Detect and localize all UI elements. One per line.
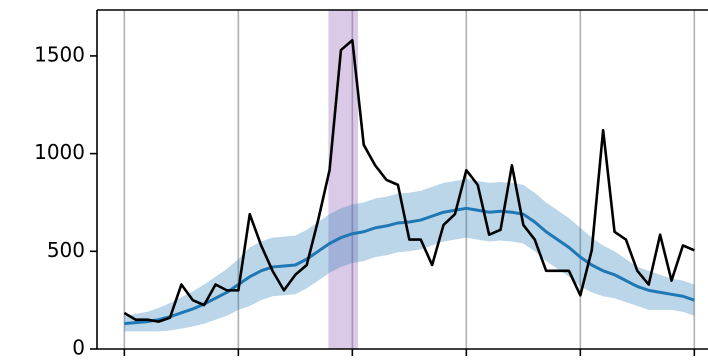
confidence-band — [124, 179, 695, 332]
y-tick-label: 0 — [72, 336, 85, 360]
line-series — [124, 206, 695, 326]
y-tick-label: 1500 — [34, 42, 85, 66]
y-tick-label: 500 — [47, 238, 85, 262]
highlight-span — [328, 10, 359, 349]
line-series — [123, 38, 695, 323]
y-tick-label: 1000 — [34, 140, 85, 164]
